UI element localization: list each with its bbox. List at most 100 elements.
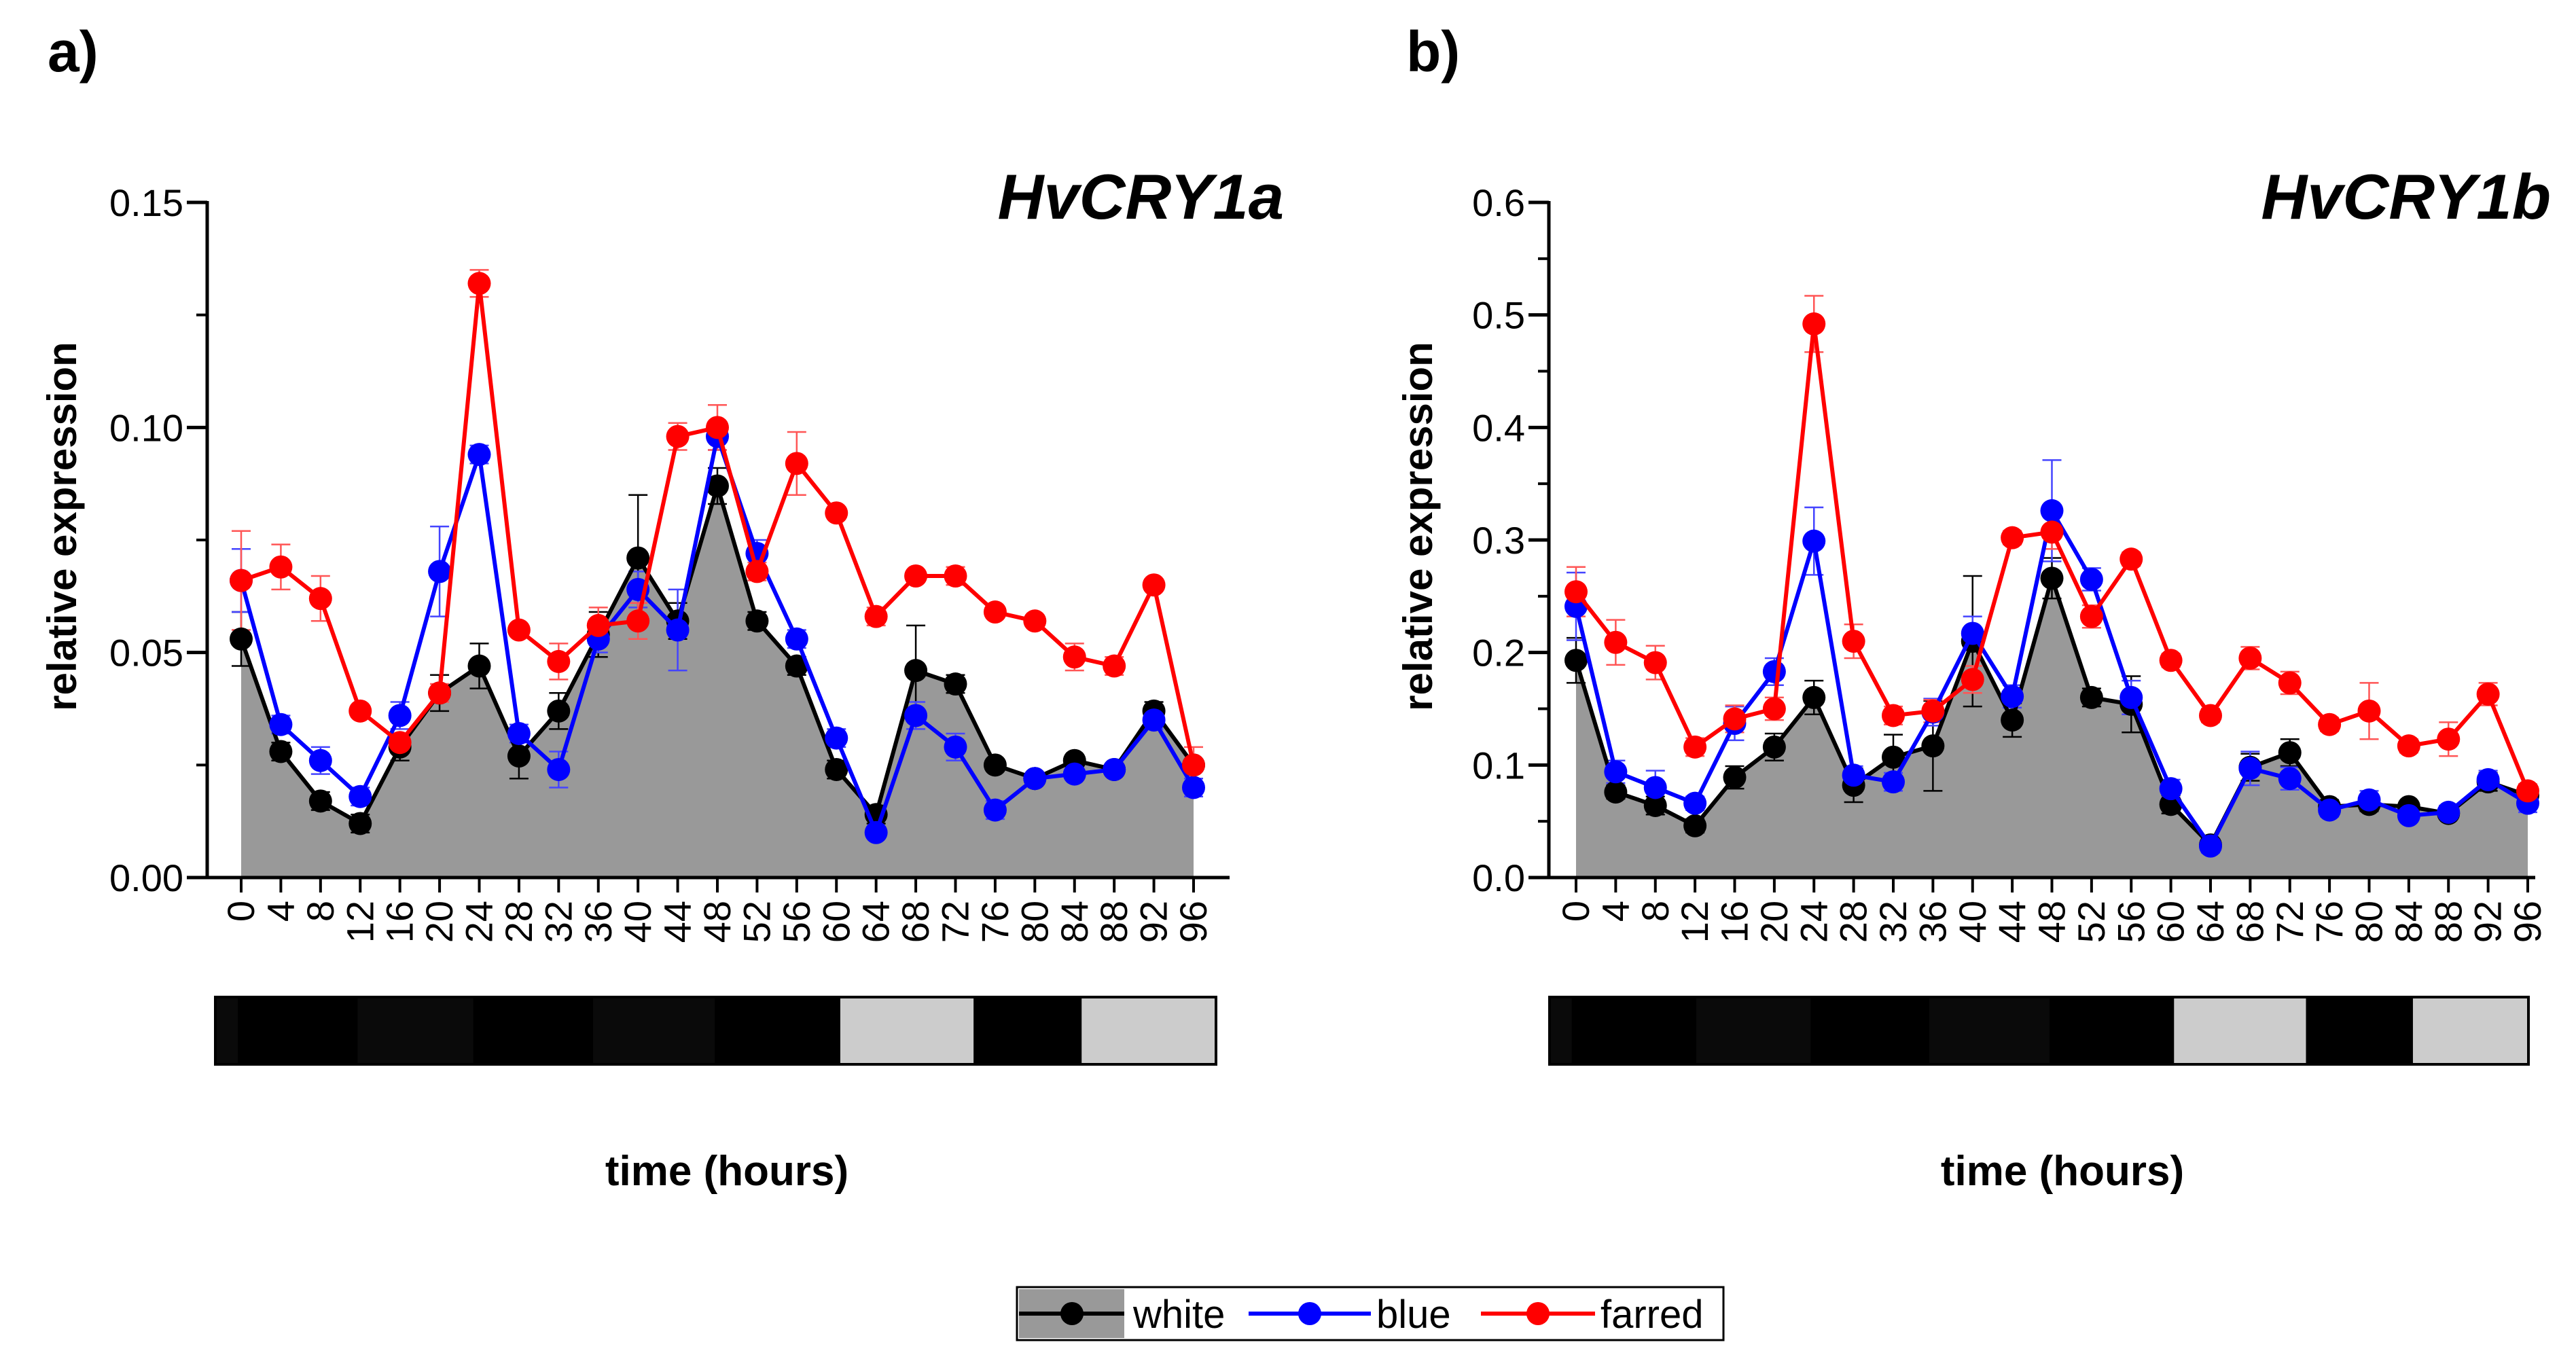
panel-b-area-white bbox=[1576, 578, 2528, 878]
panel-a-point-white bbox=[983, 753, 1007, 777]
panel-a-point-farred bbox=[348, 699, 372, 723]
panel-b-x-tick-label: 12 bbox=[1673, 901, 1716, 943]
panel-a-point-blue bbox=[1142, 708, 1166, 732]
panel-a-x-tick-label: 28 bbox=[497, 901, 540, 943]
panel-b-point-farred bbox=[1882, 704, 1905, 727]
panel-a-x-tick-label: 68 bbox=[894, 901, 937, 943]
panel-a-point-blue bbox=[1103, 757, 1126, 781]
panel-a-x-tick-label: 60 bbox=[815, 901, 857, 943]
panel-b-point-blue bbox=[1683, 791, 1707, 815]
panel-b-point-farred bbox=[2476, 682, 2500, 706]
panel-a-point-farred bbox=[1103, 654, 1126, 678]
legend: white blue farred bbox=[1016, 1286, 1725, 1341]
panel-b-light-segment-light-gray bbox=[2410, 996, 2530, 1066]
panel-a-point-white bbox=[269, 740, 293, 763]
panel-b-point-farred bbox=[2278, 671, 2302, 695]
panel-a-light-segment-dark bbox=[214, 996, 240, 1066]
panel-a-light-regime-bar bbox=[214, 996, 1217, 1066]
panel-b-point-farred bbox=[1723, 707, 1747, 731]
panel-a-x-tick-label: 64 bbox=[855, 901, 897, 943]
panel-a-x-tick-label: 40 bbox=[616, 901, 659, 943]
panel-a-x-tick-label: 16 bbox=[378, 901, 421, 943]
panel-b-point-white bbox=[2001, 708, 2024, 732]
panel-b-point-white bbox=[1921, 734, 1945, 758]
panel-a-point-blue bbox=[666, 618, 690, 642]
panel-b-x-tick-label: 56 bbox=[2109, 901, 2152, 943]
panel-b-point-blue bbox=[1882, 770, 1905, 794]
panel-a-point-white bbox=[467, 654, 491, 678]
panel-a-point-farred bbox=[467, 272, 491, 295]
panel-a-point-blue bbox=[1182, 776, 1205, 799]
panel-a-point-farred bbox=[1023, 609, 1047, 633]
panel-b-y-axis-label: relative expression bbox=[1395, 342, 1441, 711]
panel-a-y-tick-label: 0.05 bbox=[109, 632, 183, 674]
panel-a-x-tick-label: 36 bbox=[577, 901, 620, 943]
panel-b-point-farred bbox=[2516, 779, 2539, 803]
panel-a-point-white bbox=[626, 546, 650, 570]
panel-a-x-tick-label: 96 bbox=[1172, 901, 1215, 943]
panel-a-point-blue bbox=[825, 726, 848, 750]
panel-a-point-blue bbox=[904, 704, 928, 727]
panel-a-point-farred bbox=[1182, 753, 1205, 777]
panel-b-point-farred bbox=[2001, 526, 2024, 549]
panel-a-point-farred bbox=[785, 452, 808, 475]
panel-a-x-tick-label: 8 bbox=[299, 901, 342, 922]
panel-a-point-blue bbox=[388, 704, 412, 727]
panel-b-point-farred bbox=[1802, 312, 1826, 336]
panel-b-point-farred bbox=[1762, 697, 1786, 721]
panel-a-point-farred bbox=[507, 618, 531, 642]
panel-b-x-tick-label: 68 bbox=[2228, 901, 2271, 943]
panel-b-point-blue bbox=[2476, 768, 2500, 791]
panel-b-label: b) bbox=[1406, 20, 1460, 84]
panel-a-point-blue bbox=[269, 712, 293, 736]
panel-b-point-blue bbox=[2199, 834, 2222, 858]
panel-a-x-tick-label: 88 bbox=[1092, 901, 1135, 943]
panel-a-point-white bbox=[507, 744, 531, 768]
panel-a-point-white bbox=[348, 812, 372, 835]
panel-a-light-segment-light-gray bbox=[1079, 996, 1217, 1066]
panel-a-point-farred bbox=[388, 731, 412, 755]
panel-b-point-white bbox=[1643, 793, 1667, 817]
panel-a-point-farred bbox=[864, 605, 888, 628]
panel-a-point-farred bbox=[825, 501, 848, 525]
panel-a-point-blue bbox=[507, 721, 531, 745]
panel-b-point-blue bbox=[2119, 685, 2143, 709]
panel-a-area-white bbox=[241, 486, 1194, 878]
panel-b-x-tick-label: 28 bbox=[1832, 901, 1875, 943]
panel-b-point-white bbox=[1802, 685, 1826, 709]
panel-a-point-white bbox=[785, 654, 808, 678]
legend-white-label: white bbox=[1132, 1293, 1225, 1337]
panel-b-x-tick-label: 20 bbox=[1753, 901, 1795, 943]
panel-a-x-tick-label: 4 bbox=[259, 901, 302, 922]
panel-b-x-tick-label: 0 bbox=[1554, 901, 1597, 922]
panel-a-x-tick-label: 52 bbox=[735, 901, 778, 943]
panel-a-point-blue bbox=[1023, 767, 1047, 791]
panel-a-point-white bbox=[745, 609, 769, 633]
panel-a-point-farred bbox=[1142, 573, 1166, 597]
panel-a-point-farred bbox=[308, 587, 332, 611]
panel-a-x-tick-label: 76 bbox=[973, 901, 1016, 943]
panel-a-light-segment-dark bbox=[355, 996, 476, 1066]
panel-b-x-axis-label: time (hours) bbox=[1941, 1148, 2184, 1195]
panel-b-point-blue bbox=[2238, 757, 2262, 780]
panel-a-x-tick-label: 84 bbox=[1053, 901, 1096, 943]
panel-b-point-farred bbox=[2437, 727, 2461, 751]
legend-white-marker bbox=[1060, 1302, 1084, 1325]
panel-b-point-farred bbox=[2318, 712, 2342, 736]
panel-a-light-segment-light-gray bbox=[838, 996, 976, 1066]
panel-b-point-farred bbox=[1564, 580, 1588, 604]
panel-b-point-blue bbox=[1762, 660, 1786, 683]
panel-a-point-blue bbox=[785, 627, 808, 651]
panel-a-x-tick-label: 24 bbox=[458, 901, 501, 943]
panel-b-point-blue bbox=[2437, 800, 2461, 824]
panel-b-x-tick-label: 96 bbox=[2506, 901, 2549, 943]
panel-a-y-tick-label: 0.10 bbox=[109, 406, 183, 449]
panel-a-x-tick-label: 48 bbox=[696, 901, 738, 943]
panel-a-point-blue bbox=[864, 820, 888, 844]
panel-a-point-white bbox=[706, 474, 729, 498]
panel-a-point-farred bbox=[269, 555, 293, 579]
panel-a-title: HvCRY1a bbox=[998, 161, 1285, 232]
panel-b-point-blue bbox=[2318, 798, 2342, 822]
panel-a-x-tick-label: 80 bbox=[1013, 901, 1056, 943]
